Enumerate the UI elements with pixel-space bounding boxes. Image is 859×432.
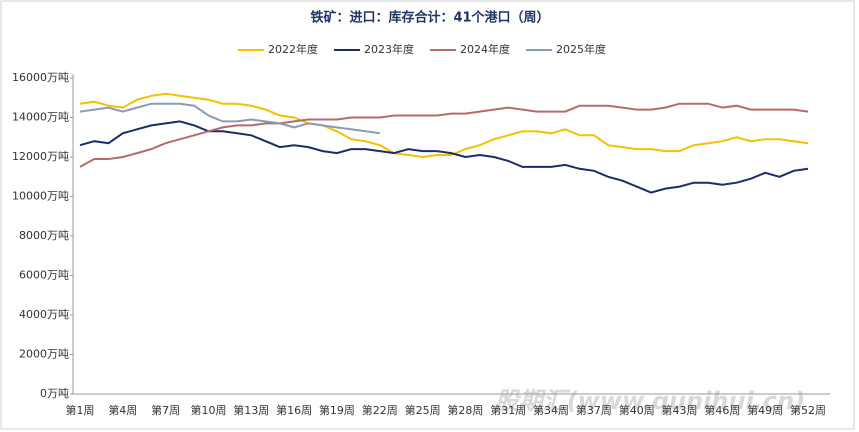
y-tick-label: 4000万吨 xyxy=(19,308,69,321)
series-line xyxy=(79,102,809,168)
x-tick-label: 第52周 xyxy=(790,403,826,417)
x-tick-label: 第46周 xyxy=(704,403,740,417)
chart-title: 铁矿：进口：库存合计：41个港口（周） xyxy=(309,10,549,26)
series-line xyxy=(79,92,809,159)
x-tick-label: 第31周 xyxy=(490,403,526,417)
series-line xyxy=(79,120,809,194)
y-tick-label: 10000万吨 xyxy=(12,190,69,203)
y-tick-label: 0万吨 xyxy=(40,387,69,400)
x-tick-label: 第7周 xyxy=(151,403,180,417)
legend-label: 2023年度 xyxy=(364,42,414,56)
x-tick-label: 第28周 xyxy=(447,403,483,417)
legend-label: 2025年度 xyxy=(556,42,606,56)
legend-label: 2022年度 xyxy=(268,42,318,56)
x-tick-label: 第22周 xyxy=(362,403,398,417)
series-line xyxy=(79,102,380,135)
watermark: 股期汇(www.qunihui.cn) xyxy=(494,387,805,415)
y-tick-label: 12000万吨 xyxy=(12,150,69,163)
y-tick-label: 8000万吨 xyxy=(19,229,69,242)
x-tick-label: 第40周 xyxy=(619,403,655,417)
x-tick-label: 第1周 xyxy=(66,403,95,417)
x-tick-label: 第49周 xyxy=(747,403,783,417)
y-tick-label: 6000万吨 xyxy=(19,269,69,282)
x-tick-label: 第43周 xyxy=(662,403,698,417)
x-tick-label: 第13周 xyxy=(233,403,269,417)
x-tick-label: 第10周 xyxy=(190,403,226,417)
x-tick-label: 第19周 xyxy=(319,403,355,417)
legend-label: 2024年度 xyxy=(460,42,510,56)
y-tick-label: 14000万吨 xyxy=(12,111,69,124)
x-tick-label: 第34周 xyxy=(533,403,569,417)
y-tick-label: 2000万吨 xyxy=(19,348,69,361)
x-tick-label: 第25周 xyxy=(405,403,441,417)
x-tick-label: 第4周 xyxy=(108,403,137,417)
x-tick-label: 第37周 xyxy=(576,403,612,417)
y-tick-label: 16000万吨 xyxy=(12,71,69,84)
x-tick-label: 第16周 xyxy=(276,403,312,417)
